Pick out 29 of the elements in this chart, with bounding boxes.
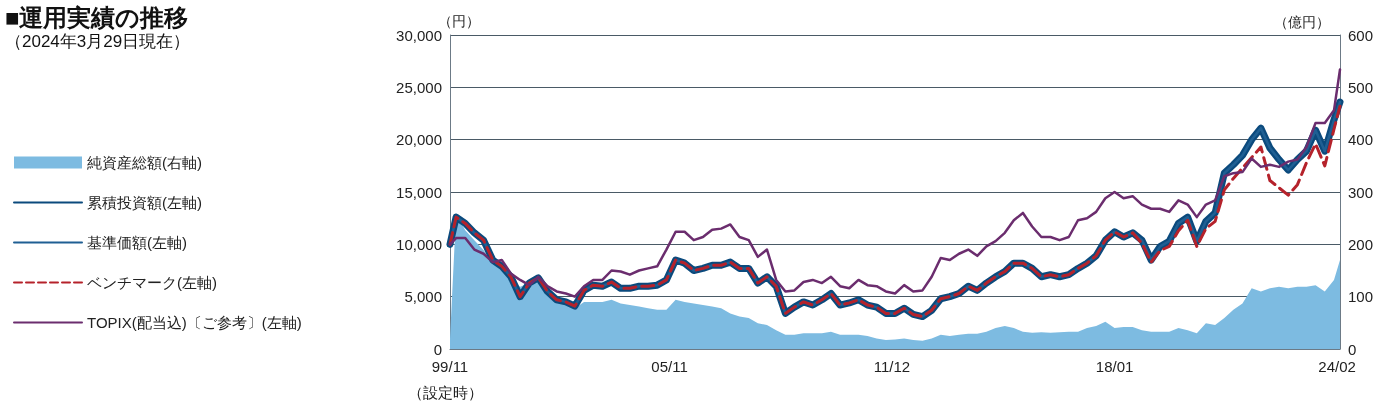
y-tick-label: 25,000 [396, 78, 442, 96]
x-tick-label: 18/01 [1095, 358, 1134, 375]
legend-label: 基準価額(左軸) [87, 234, 187, 251]
y-tick-label: 15,000 [396, 183, 442, 201]
legend-label: ベンチマーク(左軸) [87, 274, 217, 291]
y-tick-label: 5,000 [404, 288, 442, 306]
y2-tick-label: 300 [1348, 183, 1374, 201]
y2-tick-label: 0 [1348, 340, 1357, 358]
legend-label: 累積投資額(左軸) [87, 194, 202, 211]
legend-label: 純資産総額(右軸) [87, 154, 202, 171]
x-tick-label: 05/11 [651, 358, 688, 375]
text: （設定時） [408, 384, 483, 401]
y2-tick-label: 400 [1348, 131, 1374, 149]
x-tick-label: 11/12 [873, 358, 911, 375]
y2-tick-label: 500 [1348, 78, 1374, 96]
legend-label: TOPIX(配当込)〔ご参考〕(左軸) [87, 314, 302, 331]
text: （2024年3月29日現在） [5, 32, 191, 51]
y2-tick-label: 200 [1348, 235, 1374, 253]
y-axis-title: （円） [438, 12, 480, 29]
x-tick-label: 99/11 [431, 358, 469, 375]
text: ■運用実績の推移 [5, 3, 189, 31]
y-tick-label: 20,000 [396, 131, 442, 149]
y-tick-label: 10,000 [396, 235, 442, 253]
y-tick-label: 0 [433, 340, 442, 358]
x-tick-label: 24/02 [1318, 358, 1356, 375]
y2-tick-label: 100 [1348, 288, 1374, 306]
y-tick-label: 30,000 [396, 26, 442, 44]
y2-axis-title: （億円） [1274, 14, 1330, 30]
y2-tick-label: 600 [1348, 26, 1374, 44]
